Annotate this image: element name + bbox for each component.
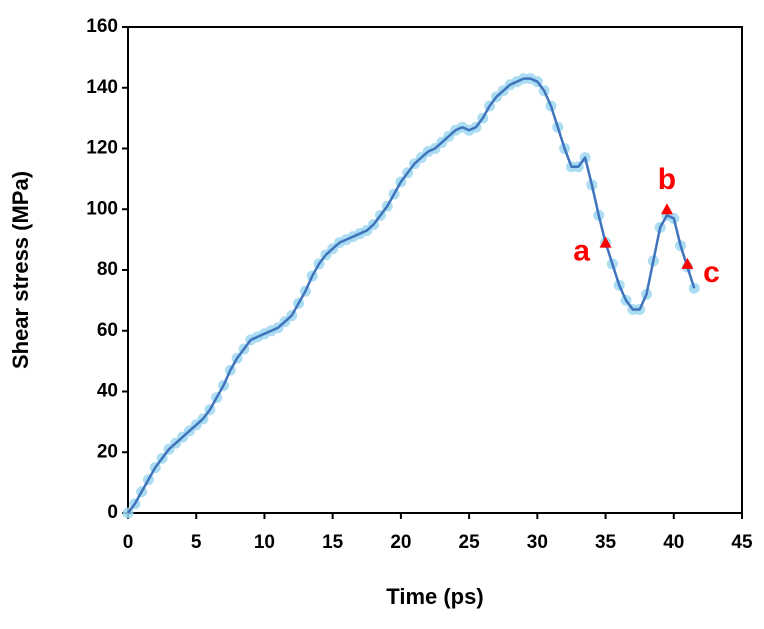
annotation-label: a [573,235,590,268]
x-tick-label: 20 [390,532,411,553]
x-tick-label: 5 [191,532,202,553]
x-axis-title: Time (ps) [386,584,483,609]
y-tick-label: 20 [97,441,118,462]
y-tick-label: 0 [107,502,118,523]
y-tick-label: 80 [97,259,118,280]
x-tick-label: 40 [663,532,684,553]
x-tick-label: 25 [459,532,481,553]
y-tick-label: 60 [97,320,118,341]
y-tick-label: 120 [86,138,118,159]
y-tick-label: 140 [86,77,118,98]
annotation-marker [599,236,612,248]
plot-frame [127,26,743,514]
y-tick-label: 100 [86,198,118,219]
x-tick-label: 0 [123,532,134,553]
y-tick-label: 160 [86,16,118,37]
x-tick-label: 10 [254,532,275,553]
annotation-marker [660,203,673,215]
annotation-label: b [658,163,676,196]
annotation-label: c [703,256,720,289]
x-tick-label: 45 [731,532,753,553]
data-line [126,77,696,514]
x-tick-label: 35 [595,532,617,553]
y-tick-label: 40 [97,381,118,402]
annotation-marker [681,257,694,269]
y-axis-title: Shear stress (MPa) [8,171,33,369]
x-tick-label: 15 [322,532,344,553]
x-tick-label: 30 [527,532,548,553]
